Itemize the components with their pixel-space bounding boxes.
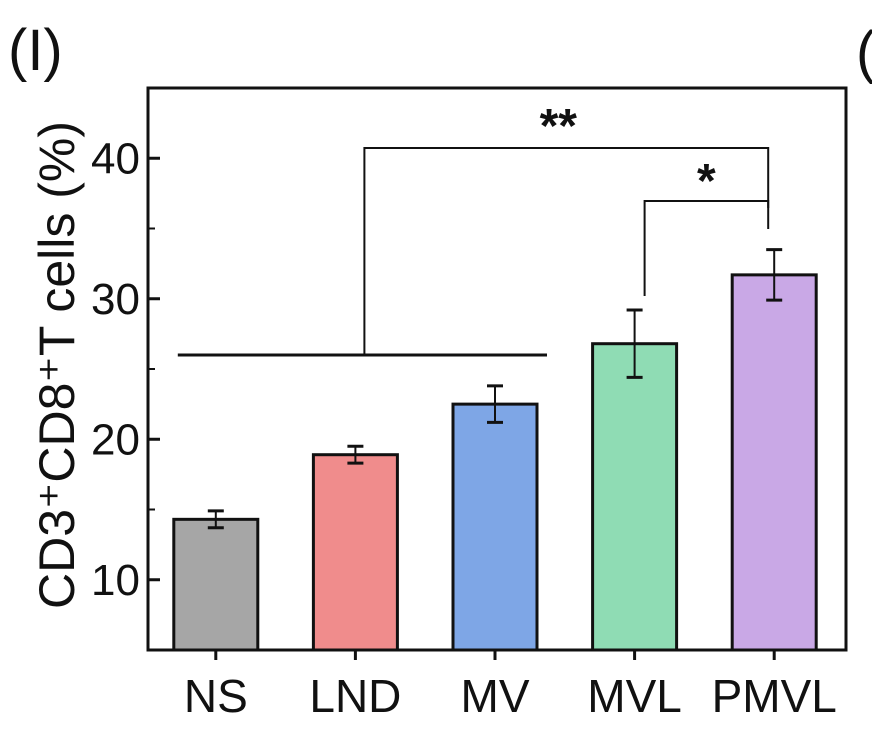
x-tick-label: LND: [309, 670, 401, 722]
x-tick-label: NS: [184, 670, 248, 722]
sig-bracket-single: [643, 200, 770, 296]
y-tick-label: 30: [91, 275, 140, 324]
bar-lnd: [311, 453, 399, 652]
x-tick-label: PMVL: [712, 670, 837, 722]
y-tick-label: 40: [91, 134, 140, 183]
sig-bracket-double: [363, 147, 770, 355]
y-tick-label: 20: [91, 415, 140, 464]
x-tick-label: MV: [461, 670, 530, 722]
x-tick-label: MVL: [587, 670, 682, 722]
bar-mv: [451, 402, 539, 652]
sig-label: **: [540, 100, 578, 153]
y-axis-label: CD3⁺CD8⁺T cells (%): [29, 121, 85, 609]
bar-pmvl: [730, 273, 818, 652]
partial-panel-label: (: [856, 20, 872, 85]
panel-label: (I): [8, 18, 63, 83]
y-tick-label: 10: [91, 556, 140, 605]
sig-label: *: [697, 155, 716, 208]
bar-ns: [172, 517, 260, 652]
bar-mvl: [591, 342, 679, 652]
